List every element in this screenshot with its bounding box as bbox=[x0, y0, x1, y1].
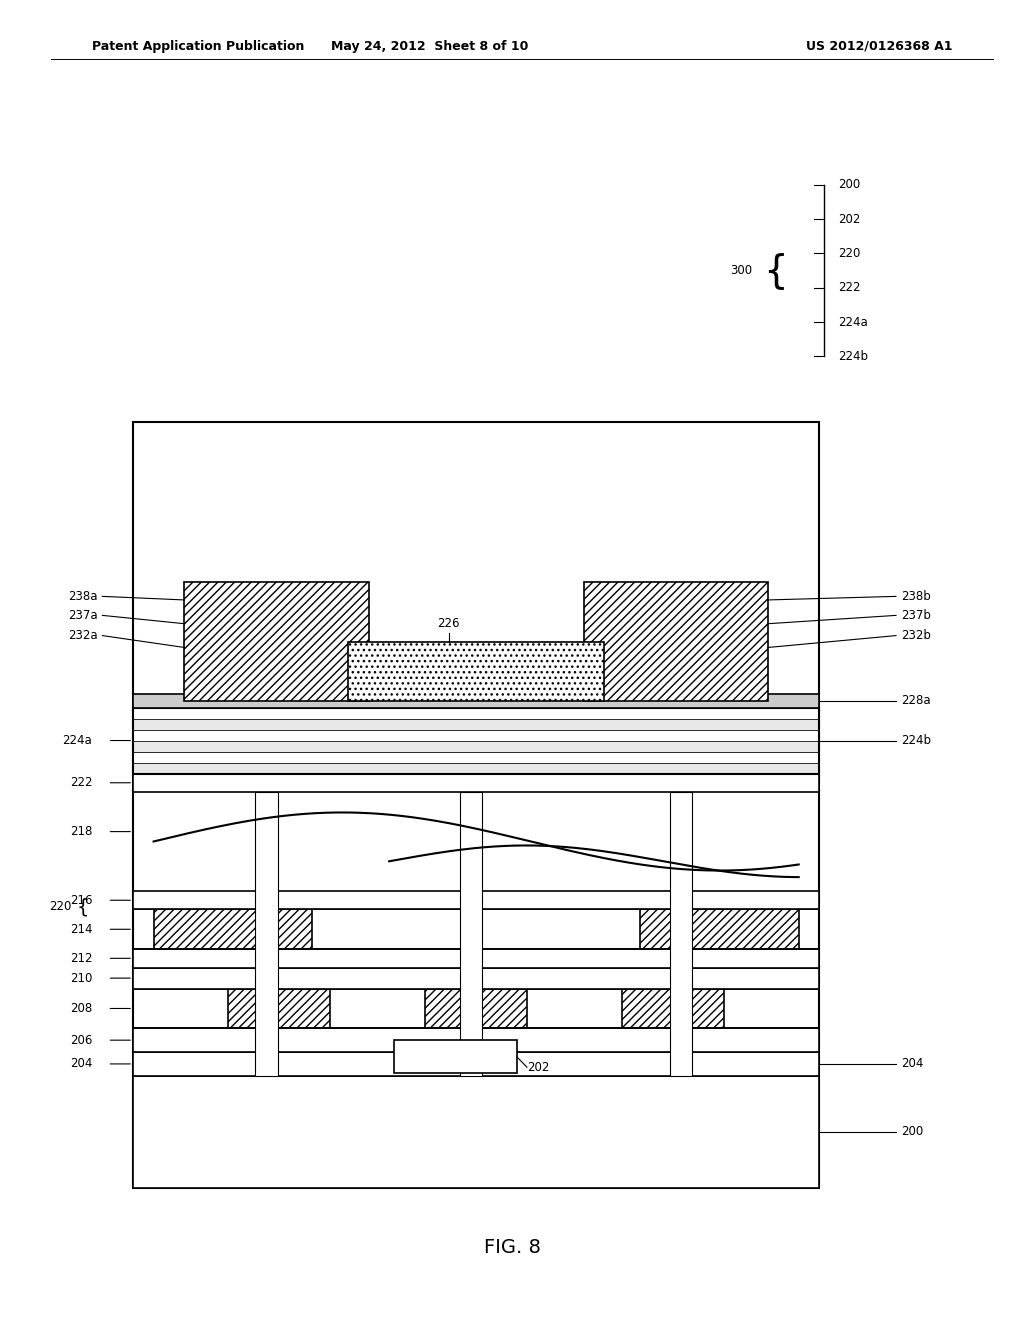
Bar bbox=[622, 989, 724, 1028]
Text: 232a: 232a bbox=[68, 630, 97, 642]
Text: FIG. 8: FIG. 8 bbox=[483, 1238, 541, 1257]
Bar bbox=[133, 730, 819, 741]
Text: 232b: 232b bbox=[901, 630, 931, 642]
Text: 204: 204 bbox=[70, 1057, 92, 1071]
Text: 226: 226 bbox=[437, 618, 460, 630]
Bar bbox=[640, 909, 799, 949]
Text: 224b: 224b bbox=[901, 734, 931, 747]
Bar bbox=[133, 422, 819, 1188]
Bar bbox=[184, 582, 369, 701]
Text: 224b: 224b bbox=[838, 350, 867, 363]
Bar bbox=[670, 792, 692, 1076]
Text: 224a: 224a bbox=[62, 734, 92, 747]
Text: 202: 202 bbox=[527, 1061, 549, 1073]
Bar bbox=[133, 1052, 819, 1076]
Text: 204: 204 bbox=[901, 1057, 924, 1071]
Text: 300: 300 bbox=[730, 264, 753, 277]
Bar bbox=[614, 668, 737, 694]
Text: 200: 200 bbox=[838, 178, 860, 191]
Text: {: { bbox=[77, 898, 89, 916]
Text: 220: 220 bbox=[838, 247, 860, 260]
Text: 220: 220 bbox=[49, 900, 72, 913]
Text: 200: 200 bbox=[901, 1126, 924, 1138]
Bar bbox=[348, 642, 604, 701]
Text: 214: 214 bbox=[70, 923, 92, 936]
Text: 238a: 238a bbox=[68, 590, 97, 603]
Bar bbox=[133, 949, 819, 968]
Bar bbox=[133, 718, 819, 730]
Text: 216: 216 bbox=[70, 894, 92, 907]
Bar bbox=[133, 708, 819, 774]
Bar bbox=[133, 774, 819, 792]
Bar bbox=[133, 1076, 819, 1188]
Bar bbox=[584, 582, 768, 701]
Text: US 2012/0126368 A1: US 2012/0126368 A1 bbox=[806, 40, 952, 53]
Text: 222: 222 bbox=[838, 281, 860, 294]
Text: 212: 212 bbox=[70, 952, 92, 965]
Text: May 24, 2012  Sheet 8 of 10: May 24, 2012 Sheet 8 of 10 bbox=[332, 40, 528, 53]
Bar bbox=[133, 708, 819, 718]
Text: 237b: 237b bbox=[901, 609, 931, 622]
Text: 218: 218 bbox=[70, 825, 92, 838]
Bar bbox=[460, 792, 482, 1076]
Bar bbox=[394, 1040, 517, 1073]
Bar bbox=[133, 1028, 819, 1052]
Bar bbox=[154, 909, 312, 949]
Text: Patent Application Publication: Patent Application Publication bbox=[92, 40, 304, 53]
Text: 202: 202 bbox=[838, 213, 860, 226]
Bar bbox=[133, 751, 819, 763]
Bar bbox=[133, 763, 819, 774]
Bar bbox=[227, 989, 330, 1028]
Text: 224a: 224a bbox=[838, 315, 867, 329]
Text: 222: 222 bbox=[70, 776, 92, 789]
Text: 206: 206 bbox=[70, 1034, 92, 1047]
Bar bbox=[133, 741, 819, 751]
Text: 238b: 238b bbox=[901, 590, 931, 603]
Bar bbox=[133, 891, 819, 909]
Text: 237a: 237a bbox=[68, 609, 97, 622]
Bar bbox=[133, 694, 819, 708]
Bar bbox=[133, 968, 819, 989]
Text: 208: 208 bbox=[70, 1002, 92, 1015]
Text: 210: 210 bbox=[70, 972, 92, 985]
Text: 228a: 228a bbox=[901, 694, 931, 708]
Bar bbox=[215, 668, 338, 694]
Bar bbox=[255, 792, 278, 1076]
Text: {: { bbox=[763, 252, 787, 289]
Bar bbox=[425, 989, 527, 1028]
